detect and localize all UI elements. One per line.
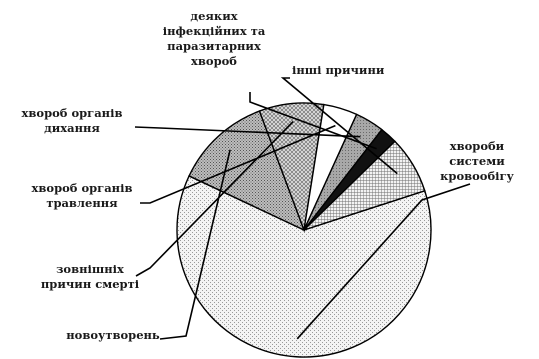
slice-label: хвороб органів травлення bbox=[32, 181, 133, 210]
leader-line bbox=[249, 92, 377, 150]
slice-label-line: зовнішніх bbox=[56, 262, 124, 276]
slice-label-line: інфекційних та bbox=[163, 24, 266, 38]
slice-label: новоутворень bbox=[66, 328, 160, 342]
slice-label: хвороби системи кровообігу bbox=[440, 139, 514, 183]
leader-lines bbox=[134, 77, 471, 340]
leader-line bbox=[159, 149, 231, 340]
slice-label-line: хвороб органів bbox=[22, 106, 123, 120]
slice-label: деяких інфекційних та паразитарних хвороб bbox=[163, 9, 266, 68]
slice-label-line: паразитарних bbox=[167, 39, 261, 53]
leader-line bbox=[296, 183, 471, 340]
slice-label-line: дихання bbox=[44, 121, 100, 135]
slice-label-line: кровообігу bbox=[440, 169, 514, 183]
slice-label: хвороб органів дихання bbox=[22, 106, 123, 135]
leader-line bbox=[135, 121, 294, 277]
slice-label-line: деяких bbox=[190, 9, 237, 23]
pie-slices bbox=[176, 102, 432, 358]
slice-label: інші причини bbox=[292, 63, 385, 77]
slice-label-line: хвороб bbox=[191, 54, 237, 68]
slice-label-line: системи bbox=[449, 154, 505, 168]
leader-line bbox=[280, 77, 398, 175]
slice-label-line: інші причини bbox=[292, 63, 385, 77]
leader-line bbox=[140, 124, 336, 204]
slice-labels: хвороби системи кровообігу новоутворень зовн… bbox=[22, 9, 515, 342]
slice-label: зовнішніх причин смерті bbox=[41, 262, 140, 291]
pie-slice bbox=[176, 174, 432, 358]
slice-label-line: травлення bbox=[46, 196, 118, 210]
pie-slice bbox=[188, 110, 306, 232]
leader-line bbox=[134, 126, 361, 138]
slice-label-line: хвороби bbox=[450, 139, 505, 153]
slice-label-line: хвороб органів bbox=[32, 181, 133, 195]
slice-label-line: новоутворень bbox=[66, 328, 160, 342]
slice-label-line: причин смерті bbox=[41, 277, 140, 291]
pie-slice bbox=[303, 140, 426, 231]
